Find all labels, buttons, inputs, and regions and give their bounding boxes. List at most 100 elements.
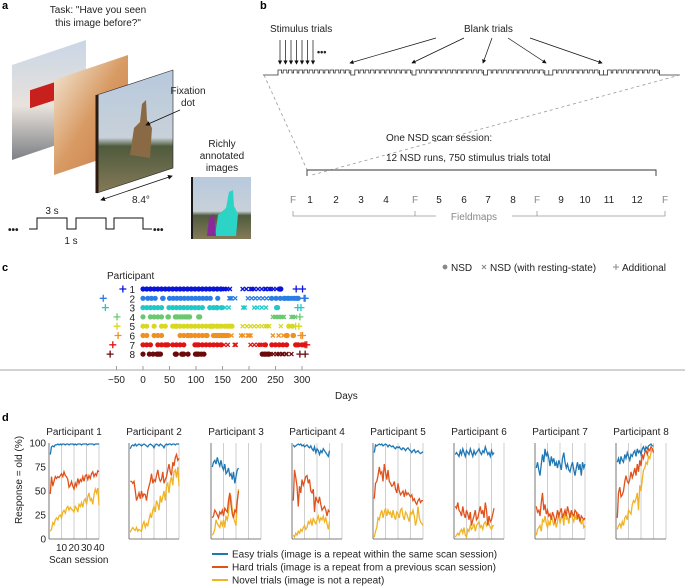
participant-row-label: 6 bbox=[129, 332, 135, 343]
nsd-session-marker bbox=[203, 323, 209, 329]
easy-trials-line bbox=[616, 443, 654, 465]
nsd-session-marker bbox=[184, 323, 191, 329]
nsd-rest-session-marker bbox=[266, 323, 272, 329]
easy-trials-line bbox=[292, 443, 331, 459]
x-tick-label: 40 bbox=[93, 543, 105, 554]
nsd-session-marker bbox=[170, 305, 176, 311]
nsd-session-marker bbox=[158, 332, 165, 339]
panel-a-letter: a bbox=[2, 0, 9, 12]
blank-trial-arrows bbox=[349, 37, 603, 65]
nsd-session-marker bbox=[177, 286, 183, 292]
nsd-session-marker bbox=[214, 305, 220, 311]
nsd-session-marker bbox=[170, 295, 176, 301]
nsd-session-marker bbox=[199, 342, 205, 348]
annotated-label-line3: images bbox=[206, 163, 238, 174]
performance-panel: Participant 2 bbox=[126, 427, 182, 540]
additional-session-marker bbox=[113, 322, 121, 330]
annotated-label-line2: annotated bbox=[200, 151, 245, 162]
nsd-rest-session-marker bbox=[284, 351, 290, 357]
nsd-session-marker bbox=[173, 351, 179, 357]
nsd-rest-session-marker bbox=[240, 323, 246, 329]
panel-title: Participant 8 bbox=[613, 427, 669, 438]
nsd-session-marker bbox=[210, 286, 217, 292]
performance-panel: Participant 7 bbox=[532, 427, 588, 540]
nsd-session-marker bbox=[158, 286, 165, 292]
nsd-rest-session-marker bbox=[281, 314, 287, 320]
nsd-session-marker bbox=[207, 342, 213, 348]
panel-title: Participant 4 bbox=[289, 427, 345, 438]
stimulus-trials-label: Stimulus trials bbox=[270, 24, 332, 35]
participant-axis-label: Participant bbox=[107, 271, 154, 282]
nsd-rest-session-marker bbox=[248, 323, 254, 329]
nsd-session-marker bbox=[181, 295, 187, 301]
nsd-session-marker bbox=[269, 342, 275, 348]
nsd-session-marker bbox=[284, 342, 290, 348]
nsd-rest-session-marker bbox=[259, 342, 265, 348]
nsd-rest-session-marker bbox=[227, 286, 233, 292]
run-label: 1 bbox=[307, 195, 313, 206]
additional-session-marker bbox=[299, 285, 307, 293]
stimulus-duration-label: 3 s bbox=[45, 206, 58, 217]
fieldmap-bracket-1 bbox=[292, 211, 416, 217]
nsd-rest-session-marker bbox=[288, 351, 294, 357]
novel-trials-line bbox=[535, 510, 586, 536]
run-label: 2 bbox=[333, 195, 339, 206]
x-tick-label: 50 bbox=[164, 375, 176, 386]
nsd-session-marker bbox=[144, 342, 150, 348]
nsd-session-marker bbox=[214, 286, 220, 292]
nsd-session-marker bbox=[185, 295, 191, 301]
legend-label: Novel trials (image is not a repeat) bbox=[232, 576, 384, 587]
fieldmap-label: F bbox=[662, 195, 668, 206]
novel-trials-line bbox=[373, 506, 424, 538]
panel-b: b Stimulus trials Blank trials ••• One N… bbox=[260, 0, 681, 223]
legend-label: Additional bbox=[622, 263, 666, 274]
nsd-session-marker bbox=[199, 323, 205, 329]
nsd-session-marker bbox=[277, 295, 283, 301]
run-label: 9 bbox=[558, 195, 564, 206]
nsd-rest-session-marker bbox=[270, 333, 276, 338]
legend-cross-icon bbox=[481, 264, 487, 270]
performance-x-label: Scan session bbox=[49, 555, 108, 566]
additional-session-marker bbox=[295, 322, 303, 330]
nsd-session-marker bbox=[192, 295, 199, 301]
x-tick-label: 200 bbox=[241, 375, 258, 386]
nsd-session-marker bbox=[199, 286, 205, 292]
nsd-session-marker bbox=[197, 314, 203, 320]
nsd-session-marker bbox=[184, 305, 191, 311]
nsd-session-marker bbox=[199, 305, 205, 311]
participant-row-label: 2 bbox=[129, 294, 135, 305]
fieldmaps-label: Fieldmaps bbox=[451, 212, 497, 223]
novel-trials-line bbox=[49, 486, 100, 532]
nsd-session-marker bbox=[262, 342, 269, 348]
nsd-session-marker bbox=[155, 342, 161, 348]
additional-session-marker bbox=[297, 304, 305, 312]
nsd-session-marker bbox=[155, 314, 161, 320]
nsd-session-marker bbox=[196, 305, 202, 311]
blank-trial-arrow bbox=[529, 37, 603, 64]
y-tick-label: 25 bbox=[35, 511, 47, 522]
nsd-session-marker bbox=[151, 305, 157, 311]
performance-panel: Participant 4 bbox=[289, 427, 345, 540]
nsd-session-marker bbox=[151, 314, 157, 320]
additional-session-marker bbox=[301, 294, 309, 302]
nsd-rest-session-marker bbox=[256, 295, 262, 301]
nsd-session-marker bbox=[155, 332, 161, 339]
ellipsis-left: ••• bbox=[8, 225, 19, 236]
nsd-session-marker bbox=[207, 295, 213, 301]
run-labels: F 1 2 3 4 F 5 6 7 8 F 9 10 11 12 F bbox=[290, 195, 668, 206]
nsd-session-marker bbox=[173, 286, 179, 292]
panel-title: Participant 3 bbox=[208, 427, 264, 438]
participant-row-label: 5 bbox=[129, 322, 135, 333]
nsd-session-marker bbox=[210, 342, 217, 348]
run-label: 10 bbox=[579, 195, 591, 206]
participant-row-label: 7 bbox=[129, 341, 135, 352]
nsd-session-marker bbox=[192, 332, 198, 339]
legend-label: NSD (with resting-state) bbox=[490, 263, 596, 274]
nsd-session-marker bbox=[269, 295, 275, 301]
nsd-session-marker bbox=[181, 286, 187, 292]
hard-trials-line bbox=[130, 452, 180, 501]
blank-trial-arrow bbox=[411, 37, 465, 64]
